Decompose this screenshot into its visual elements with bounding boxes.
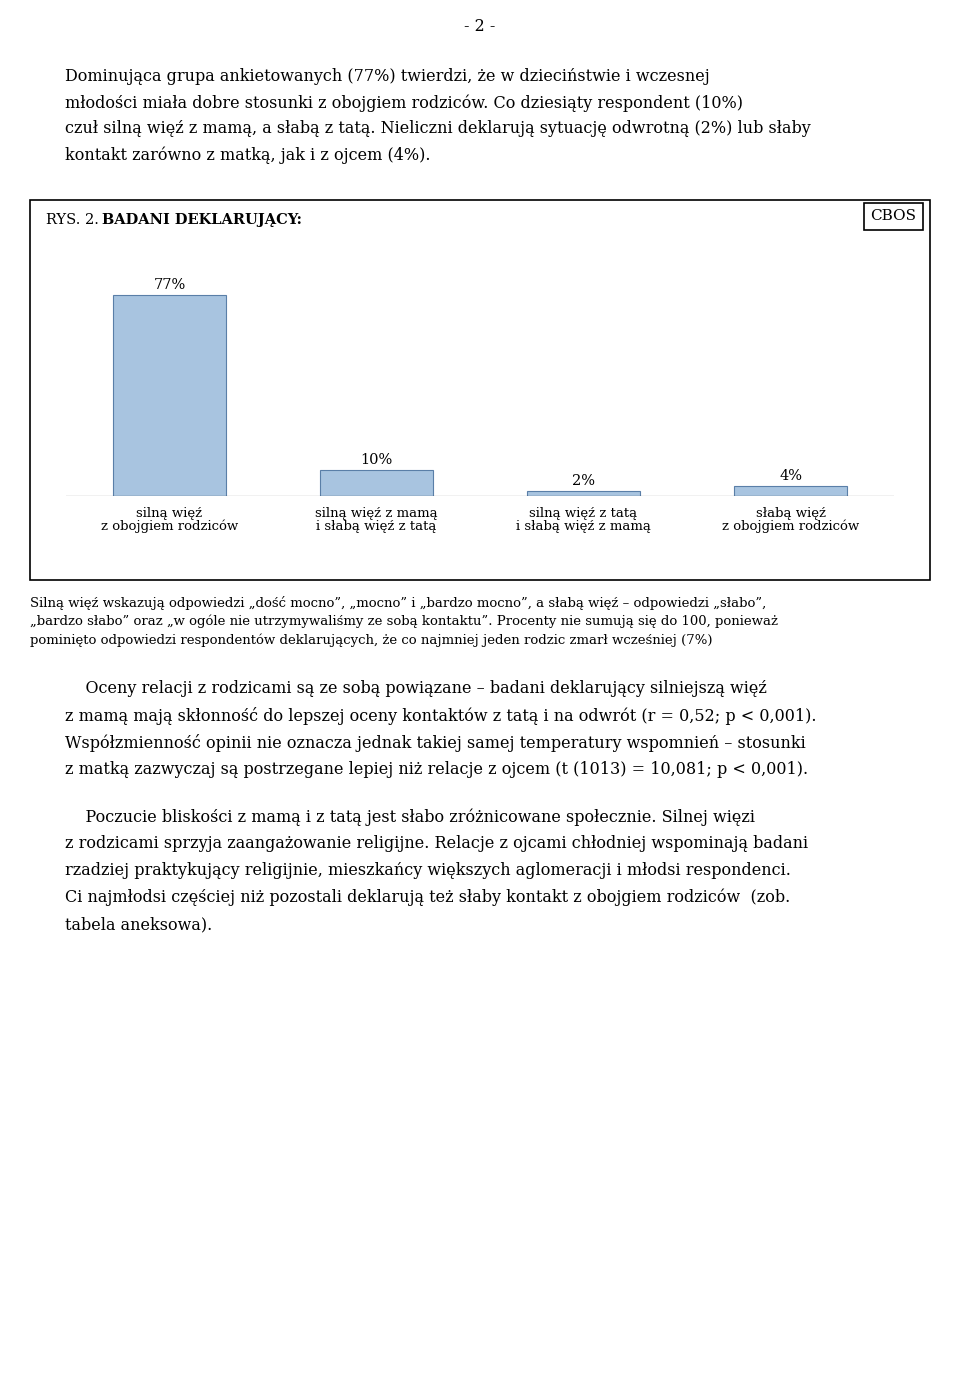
Text: „bardzo słabo” oraz „w ogóle nie utrzymywaliśmy ze sobą kontaktu”. Procenty nie : „bardzo słabo” oraz „w ogóle nie utrzymy… [30, 616, 778, 628]
Text: kontakt zarówno z matką, jak i z ojcem (4%).: kontakt zarówno z matką, jak i z ojcem (… [65, 146, 430, 164]
Bar [527, 491, 640, 496]
Text: RYS. 2.: RYS. 2. [46, 213, 104, 227]
Text: Silną więź wskazują odpowiedzi „dość mocno”, „mocno” i „bardzo mocno”, a słabą w: Silną więź wskazują odpowiedzi „dość moc… [30, 596, 766, 610]
Bar [112, 295, 227, 496]
Text: Ci najmłodsi częściej niż pozostali deklarują też słaby kontakt z obojgiem rodzi: Ci najmłodsi częściej niż pozostali dekl… [65, 889, 790, 907]
Text: i słabą więź z mamą: i słabą więź z mamą [516, 519, 651, 533]
Text: Dominująca grupa ankietowanych (77%) twierdzi, że w dzieciństwie i wczesnej: Dominująca grupa ankietowanych (77%) twi… [65, 67, 709, 85]
Text: 10%: 10% [360, 453, 393, 467]
Text: z obojgiem rodziców: z obojgiem rodziców [101, 519, 238, 533]
Text: słabą więź: słabą więź [756, 507, 826, 519]
Text: CBOS: CBOS [871, 209, 917, 224]
Text: z rodzicami sprzyja zaangażowanie religijne. Relacje z ojcami chłodniej wspomina: z rodzicami sprzyja zaangażowanie religi… [65, 835, 808, 852]
Text: - 2 -: - 2 - [465, 18, 495, 34]
Text: i słabą więź z tatą: i słabą więź z tatą [316, 519, 437, 533]
Bar [320, 470, 433, 496]
Text: tabela aneksowa).: tabela aneksowa). [65, 916, 212, 933]
Text: Poczucie bliskości z mamą i z tatą jest słabo zróżnicowane społecznie. Silnej wi: Poczucie bliskości z mamą i z tatą jest … [65, 808, 755, 826]
Bar [733, 486, 848, 496]
Text: młodości miała dobre stosunki z obojgiem rodziców. Co dziesiąty respondent (10%): młodości miała dobre stosunki z obojgiem… [65, 93, 743, 111]
Text: silną więź: silną więź [136, 507, 203, 519]
Text: 2%: 2% [572, 474, 595, 488]
Text: Oceny relacji z rodzicami są ze sobą powiązane – badani deklarujący silniejszą w: Oceny relacji z rodzicami są ze sobą pow… [65, 680, 767, 697]
Text: czuł silną więź z mamą, a słabą z tatą. Nieliczni deklarują sytuację odwrotną (2: czuł silną więź z mamą, a słabą z tatą. … [65, 120, 811, 137]
Text: z matką zazwyczaj są postrzegane lepiej niż relacje z ojcem (t (1013) = 10,081; : z matką zazwyczaj są postrzegane lepiej … [65, 761, 808, 778]
Text: silną więź z mamą: silną więź z mamą [315, 507, 438, 519]
Text: rzadziej praktykujący religijnie, mieszkańcy większych aglomeracji i młodsi resp: rzadziej praktykujący religijnie, mieszk… [65, 861, 791, 879]
Text: Współzmienność opinii nie oznacza jednak takiej samej temperatury wspomnień – st: Współzmienność opinii nie oznacza jednak… [65, 734, 805, 752]
Text: z obojgiem rodziców: z obojgiem rodziców [722, 519, 859, 533]
Text: 4%: 4% [779, 469, 802, 482]
Text: z mamą mają skłonność do lepszej oceny kontaktów z tatą i na odwrót (r = 0,52; p: z mamą mają skłonność do lepszej oceny k… [65, 708, 817, 725]
Text: silną więź z tatą: silną więź z tatą [529, 507, 637, 519]
Text: BADANI DEKLARUJĄCY:: BADANI DEKLARUJĄCY: [102, 213, 302, 227]
Text: 77%: 77% [154, 278, 185, 291]
Text: pominięto odpowiedzi respondentów deklarujących, że co najmniej jeden rodzic zma: pominięto odpowiedzi respondentów deklar… [30, 633, 712, 647]
